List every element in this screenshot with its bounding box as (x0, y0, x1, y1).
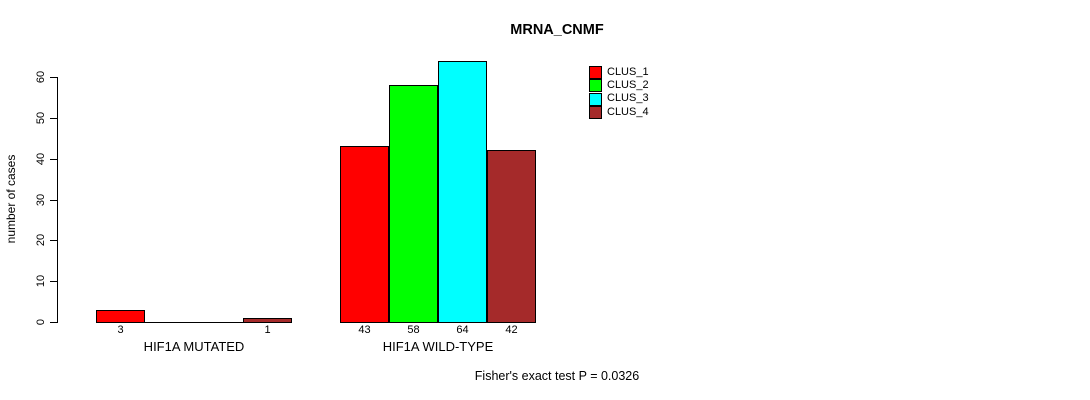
bar-clus_1 (96, 310, 145, 323)
group-label: HIF1A MUTATED (143, 339, 245, 354)
y-tick-label: 30 (35, 193, 47, 207)
group-label: HIF1A WILD-TYPE (382, 339, 494, 354)
annotation-text: Fisher's exact test P = 0.0326 (474, 369, 640, 383)
bar-value-label: 58 (407, 324, 420, 336)
bar-value-label: 43 (358, 324, 371, 336)
bar-value-label: 3 (117, 324, 124, 336)
y-tick-label: 60 (35, 70, 47, 84)
y-tick-label: 10 (35, 274, 47, 288)
legend-label: CLUS_4 (607, 105, 649, 118)
y-tick-mark (50, 118, 57, 119)
bar-value-label: 1 (264, 324, 271, 336)
y-tick-mark (50, 159, 57, 160)
chart-title: MRNA_CNMF (510, 22, 604, 38)
legend-label: CLUS_2 (607, 78, 649, 91)
bar-clus_4 (243, 318, 292, 323)
legend-swatch-clus_1 (589, 66, 602, 79)
y-tick-label: 40 (35, 152, 47, 166)
y-tick-mark (50, 240, 57, 241)
legend-label: CLUS_3 (607, 92, 649, 105)
y-tick-label: 0 (35, 318, 47, 326)
y-tick-label: 20 (35, 233, 47, 247)
y-axis-line (57, 77, 58, 323)
legend-swatch-clus_3 (589, 92, 602, 106)
bar-value-label: 64 (456, 324, 469, 336)
legend-swatch-clus_2 (589, 79, 602, 93)
bar-zero-clus_2 (145, 322, 195, 323)
legend-label: CLUS_1 (607, 65, 649, 78)
bar-value-label: 42 (505, 324, 518, 336)
legend-swatch-clus_4 (589, 106, 602, 120)
bar-clus_3 (438, 61, 487, 323)
bar-zero-clus_3 (194, 322, 244, 323)
y-tick-mark (50, 200, 57, 201)
y-tick-mark (50, 77, 57, 78)
bar-clus_1 (340, 146, 389, 323)
y-tick-label: 50 (35, 111, 47, 125)
bar-clus_2 (389, 85, 438, 323)
y-axis-label: number of cases (4, 154, 18, 244)
y-tick-mark (50, 281, 57, 282)
bar-clus_4 (487, 150, 536, 323)
y-tick-mark (50, 322, 57, 323)
